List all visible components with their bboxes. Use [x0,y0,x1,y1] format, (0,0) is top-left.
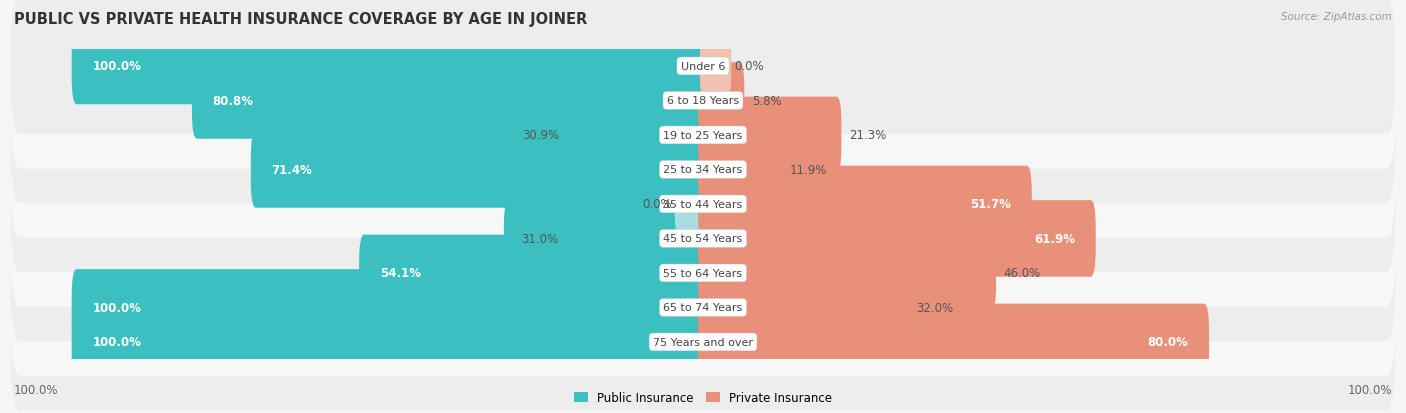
FancyBboxPatch shape [11,205,1395,342]
Text: PUBLIC VS PRIVATE HEALTH INSURANCE COVERAGE BY AGE IN JOINER: PUBLIC VS PRIVATE HEALTH INSURANCE COVER… [14,12,588,27]
Legend: Public Insurance, Private Insurance: Public Insurance, Private Insurance [569,387,837,409]
FancyBboxPatch shape [697,97,841,174]
Text: 32.0%: 32.0% [915,301,953,314]
FancyBboxPatch shape [359,235,709,311]
FancyBboxPatch shape [503,201,709,277]
Text: 100.0%: 100.0% [14,384,59,396]
FancyBboxPatch shape [697,166,1032,243]
Text: Source: ZipAtlas.com: Source: ZipAtlas.com [1281,12,1392,22]
FancyBboxPatch shape [697,304,1209,380]
FancyBboxPatch shape [700,39,731,95]
Text: 100.0%: 100.0% [93,60,141,73]
FancyBboxPatch shape [11,171,1395,307]
Text: 5.8%: 5.8% [752,95,782,108]
FancyBboxPatch shape [697,132,783,208]
Text: 31.0%: 31.0% [522,233,558,245]
FancyBboxPatch shape [11,0,1395,135]
Text: Under 6: Under 6 [681,62,725,72]
Text: 100.0%: 100.0% [1347,384,1392,396]
FancyBboxPatch shape [11,67,1395,204]
Text: 65 to 74 Years: 65 to 74 Years [664,303,742,313]
Text: 71.4%: 71.4% [271,164,312,176]
FancyBboxPatch shape [505,97,709,174]
Text: 45 to 54 Years: 45 to 54 Years [664,234,742,244]
FancyBboxPatch shape [193,63,709,140]
Text: 0.0%: 0.0% [734,60,763,73]
FancyBboxPatch shape [697,201,1095,277]
FancyBboxPatch shape [697,269,908,346]
FancyBboxPatch shape [72,28,709,105]
Text: 30.9%: 30.9% [522,129,560,142]
FancyBboxPatch shape [11,102,1395,238]
FancyBboxPatch shape [11,274,1395,410]
Text: 80.0%: 80.0% [1147,336,1188,349]
Text: 61.9%: 61.9% [1033,233,1076,245]
FancyBboxPatch shape [11,240,1395,376]
Text: 35 to 44 Years: 35 to 44 Years [664,199,742,209]
FancyBboxPatch shape [11,136,1395,273]
Text: 54.1%: 54.1% [380,267,420,280]
FancyBboxPatch shape [697,235,995,311]
Text: 80.8%: 80.8% [212,95,253,108]
Text: 75 Years and over: 75 Years and over [652,337,754,347]
FancyBboxPatch shape [72,269,709,346]
FancyBboxPatch shape [11,33,1395,169]
Text: 11.9%: 11.9% [790,164,828,176]
Text: 100.0%: 100.0% [93,301,141,314]
FancyBboxPatch shape [250,132,709,208]
Text: 0.0%: 0.0% [643,198,672,211]
Text: 100.0%: 100.0% [93,336,141,349]
Text: 51.7%: 51.7% [970,198,1011,211]
Text: 19 to 25 Years: 19 to 25 Years [664,131,742,140]
FancyBboxPatch shape [697,63,744,140]
FancyBboxPatch shape [675,177,706,232]
Text: 25 to 34 Years: 25 to 34 Years [664,165,742,175]
Text: 55 to 64 Years: 55 to 64 Years [664,268,742,278]
Text: 46.0%: 46.0% [1004,267,1040,280]
Text: 21.3%: 21.3% [849,129,886,142]
FancyBboxPatch shape [72,304,709,380]
Text: 6 to 18 Years: 6 to 18 Years [666,96,740,106]
